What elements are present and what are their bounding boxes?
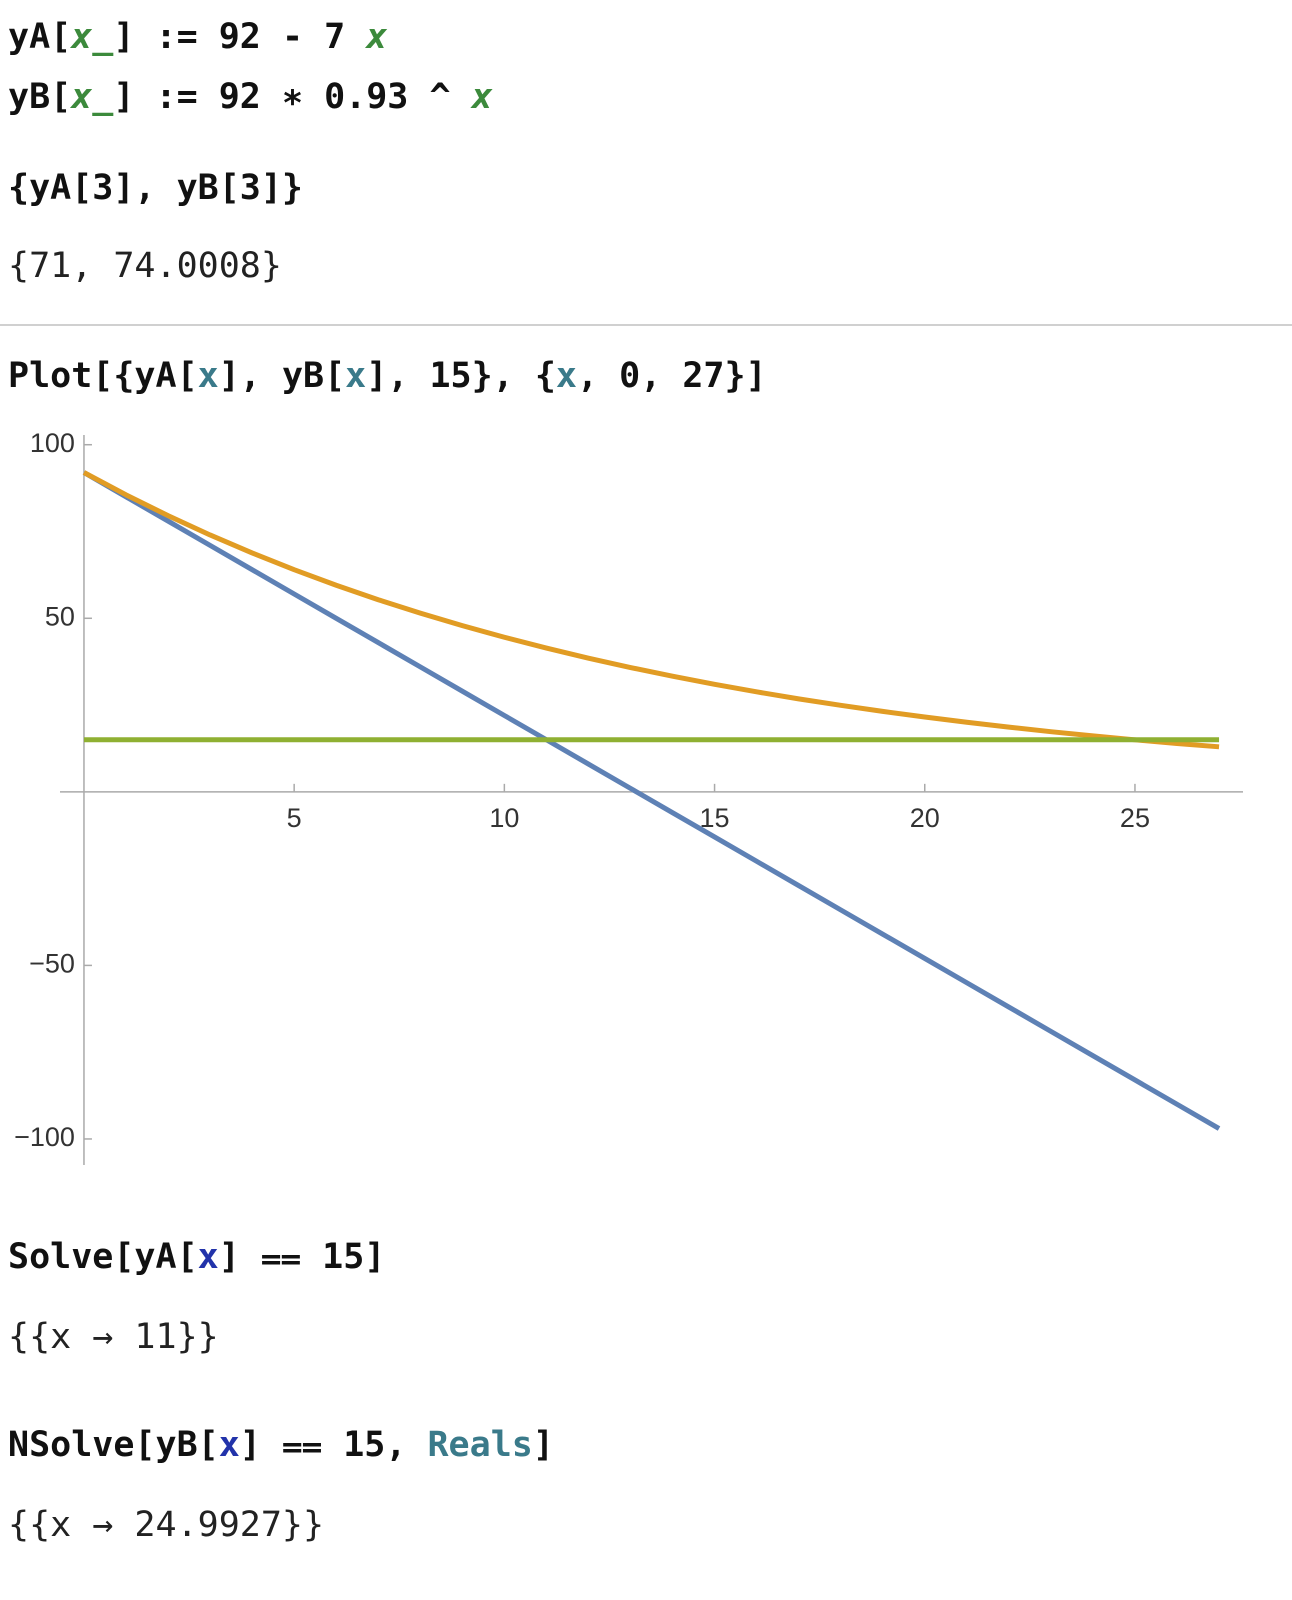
input-cell[interactable]: Plot[{yA[x], yB[x], 15}, {x, 0, 27}] xyxy=(8,354,767,398)
code: yB[ xyxy=(8,77,72,117)
input-cell[interactable]: NSolve[yB[x] ⩵ 15, Reals] xyxy=(8,1423,554,1467)
code: , 0, 27}] xyxy=(576,356,767,396)
variable: x xyxy=(218,1425,240,1465)
code: yA[ xyxy=(8,17,72,57)
input-cell[interactable]: yB[x_] := 92 ∗ 0.93 ^ x xyxy=(8,75,493,119)
pattern: x_ xyxy=(71,77,114,117)
pattern: x_ xyxy=(71,17,114,57)
output-cell: {{x → 24.9927}} xyxy=(8,1505,325,1545)
symbol: Reals xyxy=(427,1425,533,1465)
code: ] := 92 - 7 xyxy=(113,17,367,57)
x-tick-label: 15 xyxy=(700,803,730,833)
y-tick-label: 50 xyxy=(45,601,75,631)
code: ] xyxy=(532,1425,554,1465)
code: ], yB[ xyxy=(218,356,346,396)
code: ] ⩵ 15] xyxy=(218,1237,386,1277)
variable: x xyxy=(366,17,388,57)
y-tick-label: −100 xyxy=(14,1122,75,1152)
y-tick-label: −50 xyxy=(29,949,75,979)
variable: x xyxy=(471,77,493,117)
x-tick-label: 25 xyxy=(1120,803,1150,833)
input-cell[interactable]: yA[x_] := 92 - 7 x xyxy=(8,15,387,59)
x-tick-label: 5 xyxy=(287,803,302,833)
series-line xyxy=(82,470,1221,1131)
code: ] := 92 ∗ 0.93 ^ xyxy=(113,77,472,117)
code: ], 15}, { xyxy=(366,356,556,396)
variable: x xyxy=(555,356,577,396)
code: ] ⩵ 15, xyxy=(239,1425,428,1465)
code: Plot[{yA[ xyxy=(8,356,198,396)
code: NSolve[yB[ xyxy=(8,1425,219,1465)
input-cell[interactable]: Solve[yA[x] ⩵ 15] xyxy=(8,1235,385,1279)
variable: x xyxy=(197,356,219,396)
separator xyxy=(0,324,1292,326)
code: {yA[3], yB[3]} xyxy=(8,168,304,208)
output-cell: {71, 74.0008} xyxy=(8,246,282,286)
x-tick-label: 20 xyxy=(910,803,940,833)
y-tick-label: 100 xyxy=(30,428,75,458)
input-cell[interactable]: {yA[3], yB[3]} xyxy=(8,166,303,210)
series-line xyxy=(82,470,1220,750)
variable: x xyxy=(197,1237,219,1277)
x-tick-label: 10 xyxy=(489,803,519,833)
output-cell: {{x → 11}} xyxy=(8,1317,219,1357)
code: Solve[yA[ xyxy=(8,1237,198,1277)
variable: x xyxy=(345,356,367,396)
